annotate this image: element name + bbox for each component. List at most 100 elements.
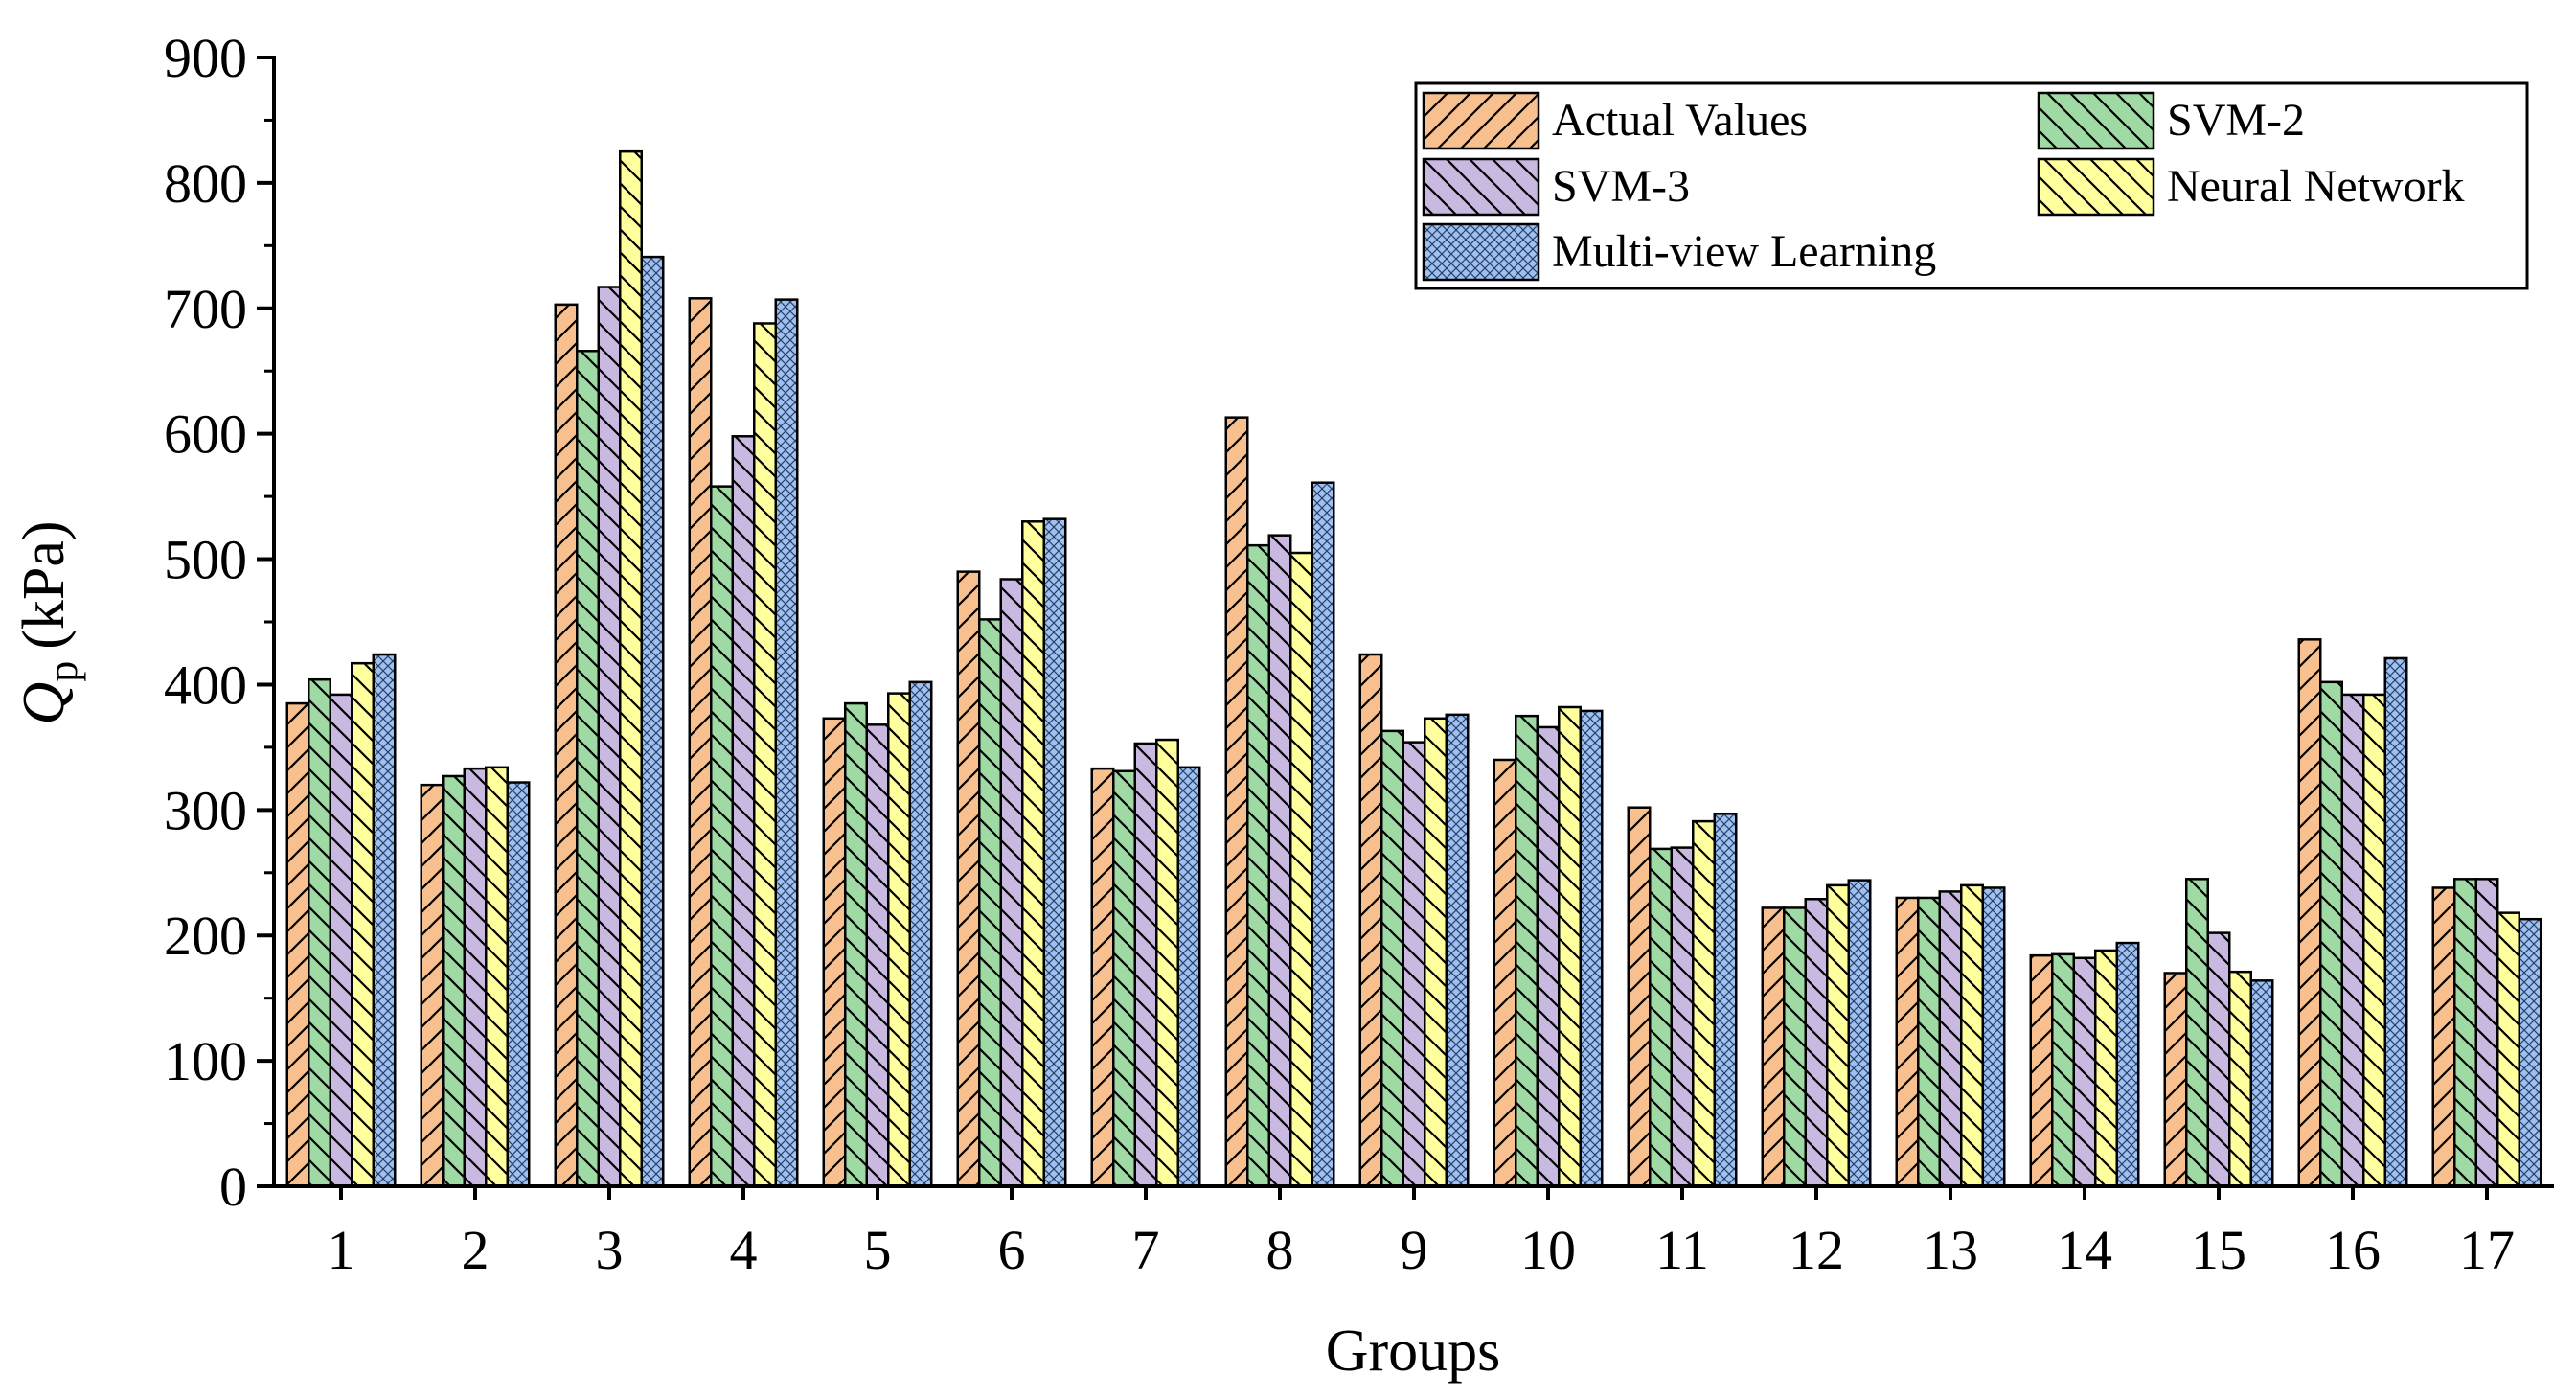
bar-neural-network-group-14: [2094, 949, 2118, 1188]
bar-svm-2-group-17: [2453, 878, 2477, 1188]
legend-swatch-neural-network: [2037, 157, 2155, 217]
bar-actual-values-group-1: [285, 701, 310, 1188]
bar-multi-view-learning-group-3: [640, 255, 665, 1188]
bar-multi-view-learning-group-17: [2518, 917, 2542, 1188]
bar-multi-view-learning-group-14: [2115, 941, 2140, 1188]
bar-neural-network-group-1: [351, 661, 375, 1188]
bar-svm-3-group-12: [1804, 898, 1829, 1188]
bar-actual-values-group-3: [554, 303, 579, 1188]
bar-svm-2-group-15: [2185, 878, 2209, 1188]
bar-svm-2-group-12: [1783, 906, 1807, 1188]
bar-multi-view-learning-group-16: [2383, 656, 2408, 1188]
bar-neural-network-group-16: [2362, 693, 2386, 1188]
x-tick-label: 14: [2057, 1219, 2112, 1281]
legend-swatch-multi-view-learning: [1422, 222, 1540, 282]
bar-svm-3-group-17: [2474, 878, 2499, 1188]
bar-actual-values-group-11: [1627, 806, 1652, 1188]
legend-label: SVM-2: [2167, 95, 2305, 146]
bar-actual-values-group-7: [1090, 767, 1115, 1188]
x-tick-label: 17: [2459, 1219, 2515, 1281]
x-tick-label: 10: [1520, 1219, 1576, 1281]
bar-neural-network-group-7: [1155, 738, 1179, 1188]
bar-neural-network-group-12: [1826, 883, 1850, 1188]
bar-actual-values-group-4: [688, 297, 713, 1188]
x-tick-label: 9: [1401, 1219, 1428, 1281]
legend-swatch-svm-3: [1422, 157, 1540, 217]
bar-actual-values-group-2: [420, 783, 445, 1188]
y-tick-label: 400: [164, 654, 247, 716]
bar-neural-network-group-10: [1558, 705, 1582, 1188]
x-tick-label: 12: [1789, 1219, 1844, 1281]
y-tick-label: 900: [164, 27, 247, 89]
bar-svm-3-group-13: [1938, 890, 1963, 1188]
bar-svm-3-group-7: [1133, 742, 1158, 1188]
bar-svm-3-group-5: [865, 723, 890, 1188]
bar-actual-values-group-15: [2163, 972, 2188, 1188]
legend-swatch-actual-values: [1422, 91, 1540, 150]
bar-multi-view-learning-group-13: [1981, 886, 2006, 1188]
bar-svm-3-group-11: [1670, 846, 1695, 1188]
bar-actual-values-group-10: [1493, 758, 1517, 1188]
bar-svm-2-group-10: [1515, 714, 1539, 1188]
x-tick-label: 6: [998, 1219, 1026, 1281]
bar-actual-values-group-16: [2297, 638, 2322, 1188]
bar-neural-network-group-3: [619, 149, 643, 1188]
y-tick-label: 200: [164, 905, 247, 967]
bar-multi-view-learning-group-15: [2249, 979, 2274, 1188]
bar-svm-3-group-9: [1402, 741, 1426, 1188]
bar-neural-network-group-2: [485, 766, 509, 1188]
y-tick-label: 800: [164, 152, 247, 215]
x-tick-label: 13: [1923, 1219, 1978, 1281]
y-tick-label: 100: [164, 1030, 247, 1092]
bar-actual-values-group-14: [2029, 953, 2054, 1188]
y-tick-label: 600: [164, 403, 247, 466]
x-tick-label: 8: [1266, 1219, 1294, 1281]
legend-swatch-svm-2: [2037, 91, 2155, 150]
y-tick-label: 0: [219, 1156, 247, 1218]
bar-multi-view-learning-group-11: [1713, 813, 1738, 1188]
bar-svm-2-group-11: [1649, 847, 1673, 1188]
bar-svm-3-group-15: [2206, 931, 2231, 1188]
x-axis-title: Groups: [1326, 1319, 1501, 1384]
bar-multi-view-learning-group-7: [1176, 766, 1201, 1188]
y-tick-label: 500: [164, 529, 247, 591]
bar-svm-3-group-6: [999, 578, 1024, 1188]
x-tick-label: 16: [2325, 1219, 2381, 1281]
bar-multi-view-learning-group-1: [372, 653, 397, 1188]
bar-neural-network-group-8: [1289, 551, 1313, 1188]
x-tick-label: 11: [1655, 1219, 1709, 1281]
bar-actual-values-group-8: [1224, 416, 1249, 1188]
bar-svm-3-group-10: [1536, 725, 1561, 1188]
bar-actual-values-group-13: [1895, 896, 1920, 1188]
x-tick-label: 15: [2191, 1219, 2246, 1281]
legend-label: Neural Network: [2167, 161, 2465, 212]
bar-multi-view-learning-group-2: [506, 781, 531, 1188]
bar-svm-3-group-4: [731, 435, 756, 1188]
bar-neural-network-group-6: [1021, 520, 1045, 1188]
x-tick-label: 5: [864, 1219, 892, 1281]
bar-svm-2-group-7: [1112, 769, 1136, 1188]
bar-svm-3-group-16: [2340, 693, 2365, 1188]
bar-svm-3-group-3: [597, 286, 622, 1188]
bar-neural-network-group-13: [1960, 883, 1984, 1188]
bar-multi-view-learning-group-10: [1579, 709, 1604, 1188]
bar-svm-3-group-14: [2072, 956, 2097, 1188]
y-tick-label: 300: [164, 779, 247, 841]
y-tick-label: 700: [164, 278, 247, 340]
bar-svm-2-group-16: [2319, 680, 2343, 1188]
x-tick-label: 2: [462, 1219, 490, 1281]
bar-svm-2-group-5: [844, 701, 868, 1188]
x-tick-label: 3: [596, 1219, 624, 1281]
bar-multi-view-learning-group-4: [774, 298, 799, 1188]
bar-multi-view-learning-group-5: [908, 680, 933, 1188]
bar-svm-2-group-13: [1917, 896, 1941, 1188]
bar-svm-3-group-1: [329, 693, 353, 1188]
bar-actual-values-group-9: [1358, 653, 1383, 1188]
bar-multi-view-learning-group-6: [1042, 517, 1067, 1188]
bar-svm-2-group-1: [308, 677, 331, 1188]
bar-svm-2-group-2: [442, 774, 466, 1188]
bar-multi-view-learning-group-12: [1847, 879, 1872, 1188]
bar-svm-2-group-9: [1380, 729, 1404, 1188]
